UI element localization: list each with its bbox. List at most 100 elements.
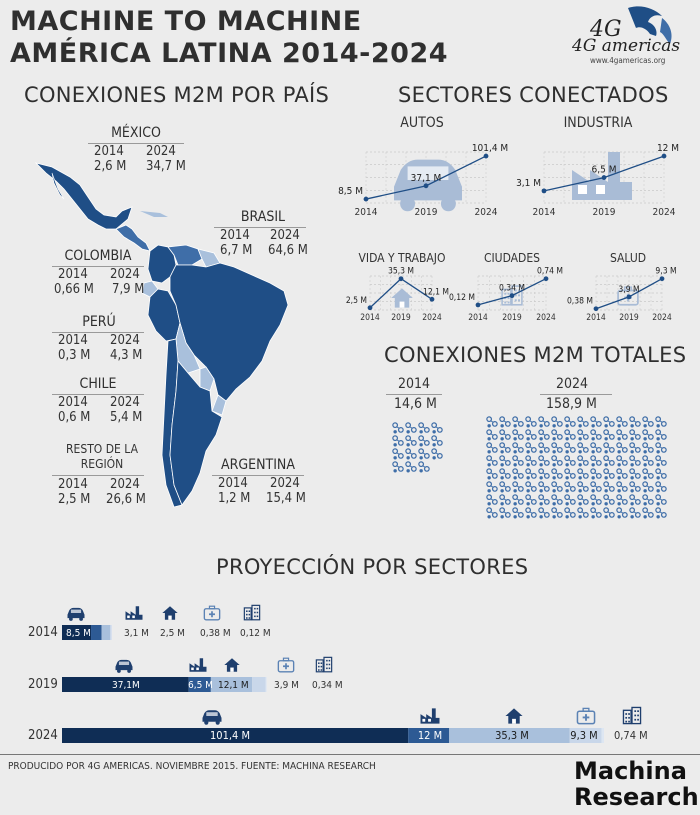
connection-node-icon (538, 416, 550, 428)
connection-node-icon (564, 494, 576, 506)
data-point (543, 276, 549, 282)
bar-label: 6,5 M (188, 680, 213, 691)
footer-source: PRODUCIDO POR 4G AMERICAS. NOVIEMBRE 201… (8, 761, 376, 772)
data-point (483, 153, 489, 159)
latin-america-map (34, 162, 289, 508)
tick-label: 2024 (536, 313, 556, 323)
data-point (363, 196, 369, 202)
connection-node-icon (392, 422, 404, 434)
connection-node-icon (525, 481, 537, 493)
connection-node-icon (431, 448, 443, 460)
connection-node-icon (486, 442, 498, 454)
country-resto-value2: 26,6 M (106, 492, 146, 507)
connection-node-icon (564, 429, 576, 441)
tick-label: 2014 (360, 313, 380, 323)
country-peru-year2: 2024 (110, 333, 140, 348)
country-colombia-value2: 7,9 M (112, 282, 145, 297)
country-resto-name-line2: REGIÓN (80, 457, 124, 471)
sector-chart-2: VIDA Y TRABAJO 2,5 M 2014 35,3 M 2019 12,1 M 2… (346, 251, 449, 323)
connection-node-icon (577, 416, 589, 428)
projection-row-2019: 2019 37,1M 6,5 M 12,1 M 3,9 M 0,34 M (28, 656, 343, 692)
country-colombia-year1: 2014 (58, 267, 88, 282)
data-label: 0,34 M (499, 284, 525, 294)
country-brasil-name: BRASIL (240, 209, 286, 225)
connection-node-icon (538, 429, 550, 441)
connection-node-icon (616, 468, 628, 480)
connection-node-icon (577, 481, 589, 493)
connection-node-icon (538, 455, 550, 467)
connection-node-icon (564, 481, 576, 493)
buildings-icon (243, 604, 261, 621)
connection-node-icon (655, 442, 667, 454)
connection-node-icon (564, 468, 576, 480)
connection-node-icon (499, 481, 511, 493)
country-resto-name-line1: RESTO DE LA (66, 442, 138, 456)
tick-label: 2019 (391, 313, 411, 323)
connection-node-icon (392, 435, 404, 447)
bar-label: 8,5 M (66, 628, 91, 639)
connection-node-icon (405, 448, 417, 460)
bar-segment (252, 677, 266, 692)
bar-label: 0,12 M (240, 628, 271, 639)
data-label: 9,3 M (655, 267, 676, 277)
connection-node-icon (655, 416, 667, 428)
connection-node-icon (538, 442, 550, 454)
sector-title: CIUDADES (484, 251, 540, 265)
sector-title: AUTOS (400, 115, 443, 131)
row-year-label: 2014 (28, 625, 58, 640)
connection-node-icon (486, 494, 498, 506)
map-central-america (115, 224, 151, 252)
machina-brand: Machina Research (574, 758, 699, 810)
bar-label: 35,3 M (495, 729, 529, 742)
connection-node-icon (577, 468, 589, 480)
connection-node-icon (629, 455, 641, 467)
totals-value2: 158,9 M (546, 396, 597, 412)
country-brasil-value1: 6,7 M (220, 243, 253, 258)
connection-node-icon (512, 507, 524, 519)
projection-chart: 2014 8,5 M 3,1 M 2,5 M 0,38 M 0,12 M 2019 37,1M… (28, 604, 648, 743)
country-argentina-name: ARGENTINA (221, 457, 295, 473)
connection-node-icon (616, 507, 628, 519)
connection-node-icon (551, 481, 563, 493)
tick-label: 2014 (468, 313, 488, 323)
connection-node-icon (577, 442, 589, 454)
connection-node-icon (629, 429, 641, 441)
factory-icon (572, 152, 632, 200)
connection-node-icon (525, 494, 537, 506)
medical-kit-icon (576, 707, 596, 725)
connection-node-icon (512, 416, 524, 428)
data-point (475, 302, 481, 308)
connection-node-icon (564, 455, 576, 467)
connection-node-icon (405, 422, 417, 434)
connection-node-icon (642, 416, 654, 428)
connection-node-icon (629, 416, 641, 428)
data-point (367, 305, 373, 311)
bar-label: 3,9 M (274, 680, 299, 691)
data-label: 8,5 M (338, 186, 363, 197)
globe-icon: 4G (589, 6, 672, 44)
bar-label: 0,38 M (200, 628, 231, 639)
country-chile-year2: 2024 (110, 395, 140, 410)
house-icon (391, 288, 413, 308)
connection-node-icon (525, 429, 537, 441)
bar-label: 2,5 M (160, 628, 185, 639)
bar-label: 101,4 M (210, 729, 250, 742)
medical-kit-icon (203, 605, 221, 621)
sector-title: VIDA Y TRABAJO (359, 251, 446, 265)
bar-label: 0,74 M (614, 729, 648, 742)
bar-segment (110, 625, 112, 640)
map-mexico (34, 162, 133, 230)
country-argentina-value1: 1,2 M (218, 491, 251, 506)
data-point (429, 296, 435, 302)
row-year-label: 2019 (28, 677, 58, 692)
connection-node-icon (405, 461, 417, 473)
tick-label: 2024 (422, 313, 442, 323)
country-mexico-year2: 2024 (146, 144, 176, 159)
country-peru-year1: 2014 (58, 333, 88, 348)
connection-node-icon (642, 429, 654, 441)
country-peru-value1: 0,3 M (58, 348, 91, 363)
bar-segment (210, 677, 253, 692)
bar-segment (265, 677, 267, 692)
connection-node-icon (499, 494, 511, 506)
